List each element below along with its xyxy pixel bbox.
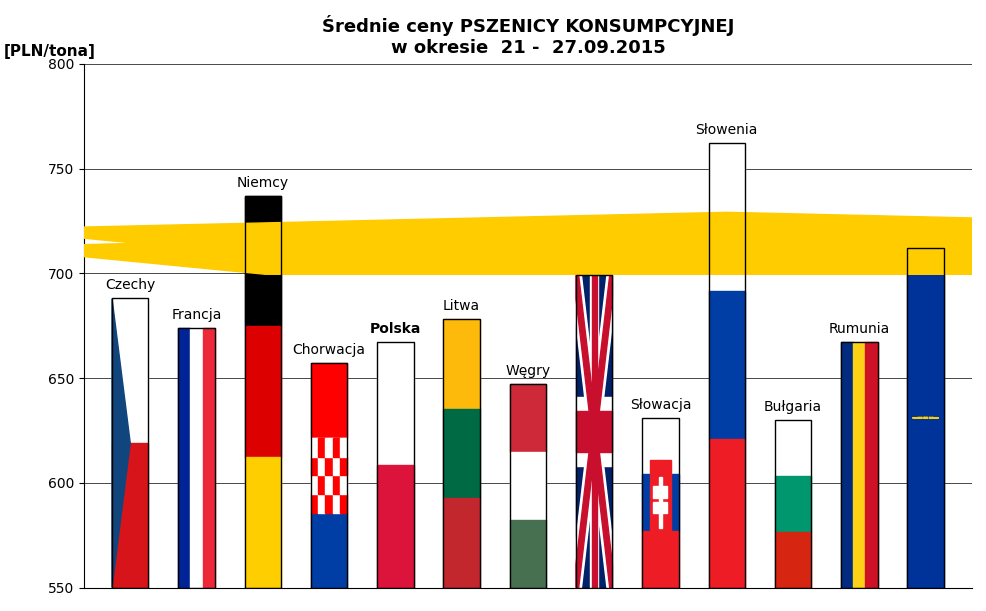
Bar bbox=[311, 438, 347, 513]
Polygon shape bbox=[111, 299, 130, 588]
Text: Węgry: Węgry bbox=[505, 364, 550, 378]
Bar bbox=[111, 443, 148, 588]
Bar bbox=[443, 320, 479, 409]
Bar bbox=[650, 460, 669, 545]
Bar bbox=[653, 502, 667, 513]
Bar bbox=[443, 320, 479, 588]
Bar bbox=[708, 144, 744, 291]
Bar bbox=[590, 276, 598, 588]
Bar bbox=[865, 342, 877, 588]
Bar bbox=[774, 420, 810, 588]
Bar bbox=[111, 299, 148, 588]
Bar bbox=[339, 475, 347, 494]
Bar bbox=[317, 494, 325, 513]
Bar bbox=[325, 457, 332, 475]
Bar bbox=[339, 457, 347, 475]
Bar bbox=[443, 498, 479, 588]
Text: Litwa: Litwa bbox=[443, 299, 480, 313]
Bar bbox=[311, 457, 317, 475]
Text: Polska: Polska bbox=[370, 322, 421, 336]
Bar bbox=[311, 364, 347, 588]
Bar bbox=[642, 531, 678, 588]
Bar bbox=[317, 475, 325, 494]
Bar bbox=[377, 465, 413, 588]
Text: Słowenia: Słowenia bbox=[695, 123, 757, 137]
Bar bbox=[178, 327, 215, 588]
Polygon shape bbox=[576, 276, 611, 588]
Text: Rumunia: Rumunia bbox=[828, 322, 889, 336]
Bar bbox=[708, 439, 744, 588]
Bar bbox=[852, 342, 865, 588]
Bar bbox=[311, 364, 347, 438]
Bar bbox=[774, 420, 810, 476]
Bar bbox=[906, 248, 943, 588]
Bar bbox=[317, 457, 325, 475]
Text: Chorwacja: Chorwacja bbox=[292, 343, 365, 357]
Bar bbox=[332, 457, 339, 475]
Text: Bułgaria: Bułgaria bbox=[763, 400, 821, 414]
Bar bbox=[111, 299, 148, 443]
Bar bbox=[576, 411, 611, 452]
Bar bbox=[906, 248, 943, 588]
Bar bbox=[774, 532, 810, 588]
Bar bbox=[576, 397, 611, 466]
Bar bbox=[317, 438, 325, 457]
Bar bbox=[653, 486, 667, 499]
Bar bbox=[658, 477, 662, 528]
Bar bbox=[642, 418, 678, 474]
Bar bbox=[245, 196, 281, 326]
Text: Słowacja: Słowacja bbox=[629, 398, 690, 412]
Bar bbox=[509, 384, 545, 588]
Bar bbox=[311, 438, 317, 457]
Polygon shape bbox=[576, 276, 611, 588]
Text: Niemcy: Niemcy bbox=[237, 175, 289, 189]
Bar bbox=[509, 384, 545, 452]
Bar bbox=[245, 326, 281, 457]
Polygon shape bbox=[576, 276, 611, 588]
Polygon shape bbox=[0, 230, 986, 274]
Bar bbox=[311, 513, 347, 588]
Text: UE: UE bbox=[915, 228, 934, 242]
Bar bbox=[325, 475, 332, 494]
Polygon shape bbox=[0, 230, 986, 274]
Text: UK: UK bbox=[584, 255, 603, 269]
Bar bbox=[245, 196, 281, 588]
Bar bbox=[642, 474, 678, 531]
Bar bbox=[509, 520, 545, 588]
Bar bbox=[576, 276, 611, 588]
Bar bbox=[332, 438, 339, 457]
Bar bbox=[178, 327, 190, 588]
Title: Średnie ceny PSZENICY KONSUMPCYJNEJ
w okresie  21 -  27.09.2015: Średnie ceny PSZENICY KONSUMPCYJNEJ w ok… bbox=[321, 15, 734, 57]
Text: Czechy: Czechy bbox=[105, 278, 155, 292]
Bar bbox=[642, 418, 678, 588]
Bar bbox=[592, 276, 596, 588]
Bar bbox=[377, 342, 413, 588]
Bar bbox=[774, 476, 810, 532]
Bar bbox=[311, 475, 317, 494]
Polygon shape bbox=[0, 212, 986, 257]
Bar bbox=[332, 475, 339, 494]
Bar bbox=[245, 457, 281, 588]
Bar bbox=[202, 327, 215, 588]
Text: [PLN/tona]: [PLN/tona] bbox=[4, 43, 96, 59]
Bar bbox=[325, 438, 332, 457]
Bar bbox=[190, 327, 202, 588]
Bar bbox=[708, 144, 744, 588]
Bar bbox=[311, 494, 317, 513]
Polygon shape bbox=[576, 276, 611, 588]
Bar bbox=[332, 494, 339, 513]
Bar bbox=[325, 494, 332, 513]
Bar bbox=[840, 342, 877, 588]
Bar bbox=[708, 291, 744, 439]
Bar bbox=[576, 276, 611, 588]
Bar bbox=[443, 409, 479, 498]
Bar bbox=[377, 342, 413, 465]
Bar bbox=[840, 342, 852, 588]
Text: Francja: Francja bbox=[172, 307, 222, 321]
Bar bbox=[339, 494, 347, 513]
Bar bbox=[339, 438, 347, 457]
Bar bbox=[509, 452, 545, 520]
